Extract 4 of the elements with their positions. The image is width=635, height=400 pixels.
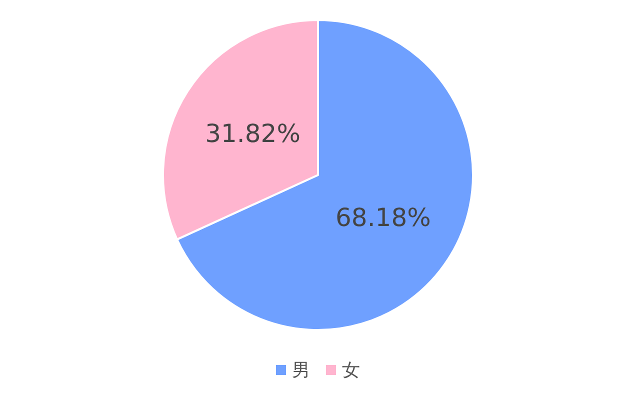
- data-label: 31.82%: [205, 119, 300, 148]
- data-label: 68.18%: [336, 202, 431, 232]
- legend-label: 男: [292, 360, 310, 381]
- legend-label: 女: [342, 360, 360, 381]
